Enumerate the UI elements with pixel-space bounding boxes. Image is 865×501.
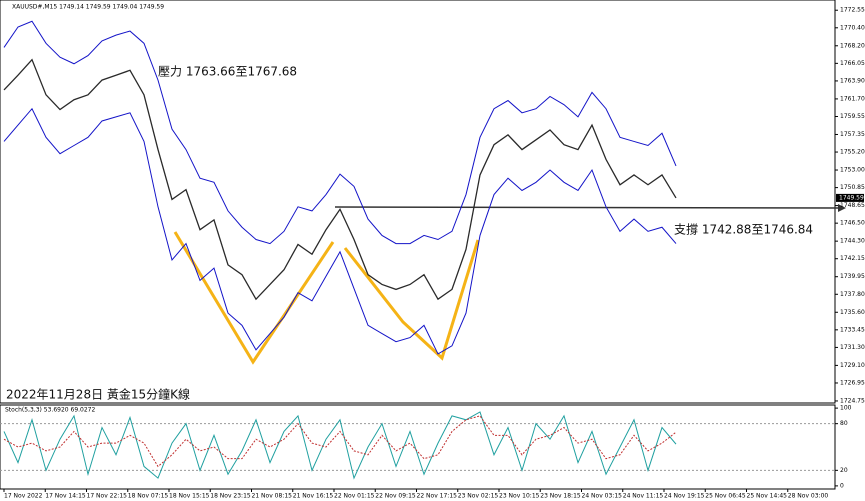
y2-tick-label: 0 — [840, 482, 844, 489]
pattern-line — [343, 239, 480, 361]
arrow-head — [838, 204, 846, 212]
last-price-box — [836, 193, 864, 202]
x-tick-label: 18 Nov 07:15 — [128, 493, 169, 500]
x-tick-label: 17 Nov 2022 — [4, 493, 43, 500]
x-tick-label: 18 Nov 15:15 — [169, 493, 210, 500]
x-tick-label: 17 Nov 22:15 — [87, 493, 128, 500]
y-tick-label: 1761.70 — [840, 95, 865, 102]
y-tick-label: 1746.50 — [840, 220, 865, 227]
x-tick-label: 23 Nov 18:15 — [540, 493, 581, 500]
stoch-title: Stoch(5,3,3) 53.6920 69.0272 — [5, 407, 96, 414]
x-tick-label: 22 Nov 17:15 — [417, 493, 458, 500]
x-tick-label: 24 Nov 19:15 — [664, 493, 705, 500]
y2-tick-label: 100 — [840, 405, 852, 412]
y-tick-label: 1748.65 — [840, 202, 865, 209]
band-line — [3, 20, 677, 245]
x-tick-label: 28 Nov 03:00 — [788, 493, 829, 500]
y2-tick-label: 80 — [840, 420, 848, 427]
price-panel — [0, 0, 836, 404]
y-tick-label: 1737.80 — [840, 291, 865, 298]
y-tick-label: 1763.90 — [840, 77, 865, 84]
header: XAUUSD#,M15 1749.14 1749.59 1749.04 1749… — [12, 4, 164, 11]
resistance-label: 壓力 1763.66至1767.68 — [158, 65, 297, 79]
y-tick-label: 1766.05 — [840, 60, 865, 67]
x-tick-label: 21 Nov 16:15 — [293, 493, 334, 500]
y-tick-label: 1753.00 — [840, 167, 865, 174]
x-tick-label: 22 Nov 09:15 — [375, 493, 416, 500]
y-tick-label: 1770.40 — [840, 24, 865, 31]
y-tick-label: 1755.20 — [840, 149, 865, 156]
chart-caption: 2022年11月28日 黃金15分鐘K線 — [6, 387, 190, 402]
x-tick-label: 25 Nov 14:45 — [747, 493, 788, 500]
y-tick-label: 1726.95 — [840, 379, 865, 386]
pattern-line — [173, 231, 335, 365]
stoch-line — [3, 411, 677, 480]
x-tick-label: 22 Nov 01:15 — [334, 493, 375, 500]
x-tick-label: 17 Nov 14:15 — [45, 493, 86, 500]
x-tick-label: 18 Nov 23:15 — [210, 493, 251, 500]
y-tick-label: 1772.55 — [840, 7, 865, 14]
y-tick-label: 1757.35 — [840, 131, 865, 138]
last-price-label: 1749.59 — [839, 194, 864, 201]
x-tick-label: 24 Nov 11:15 — [623, 493, 664, 500]
support-arrow — [334, 206, 841, 209]
y-tick-label: 1750.85 — [840, 184, 865, 191]
x-tick-label: 25 Nov 06:45 — [705, 493, 746, 500]
y-tick-label: 1733.45 — [840, 326, 865, 333]
band-line — [3, 107, 677, 355]
x-tick-label: 23 Nov 10:15 — [499, 493, 540, 500]
price-line — [3, 58, 677, 301]
y-tick-label: 1739.95 — [840, 273, 865, 280]
y-tick-label: 1729.10 — [840, 362, 865, 369]
y-tick-label: 1742.15 — [840, 255, 865, 262]
stoch-line — [3, 415, 677, 468]
y-tick-label: 1744.30 — [840, 238, 865, 245]
y2-tick-label: 20 — [840, 467, 848, 474]
x-tick-label: 23 Nov 02:15 — [458, 493, 499, 500]
y-tick-label: 1724.75 — [840, 397, 865, 404]
stoch-panel — [0, 404, 836, 490]
y-tick-label: 1768.20 — [840, 42, 865, 49]
y-tick-label: 1731.30 — [840, 344, 865, 351]
x-tick-label: 24 Nov 03:15 — [582, 493, 623, 500]
y-tick-label: 1759.55 — [840, 113, 865, 120]
x-tick-label: 21 Nov 08:15 — [252, 493, 293, 500]
support-label: 支撐 1742.88至1746.84 — [674, 223, 813, 237]
y-tick-label: 1735.60 — [840, 309, 865, 316]
